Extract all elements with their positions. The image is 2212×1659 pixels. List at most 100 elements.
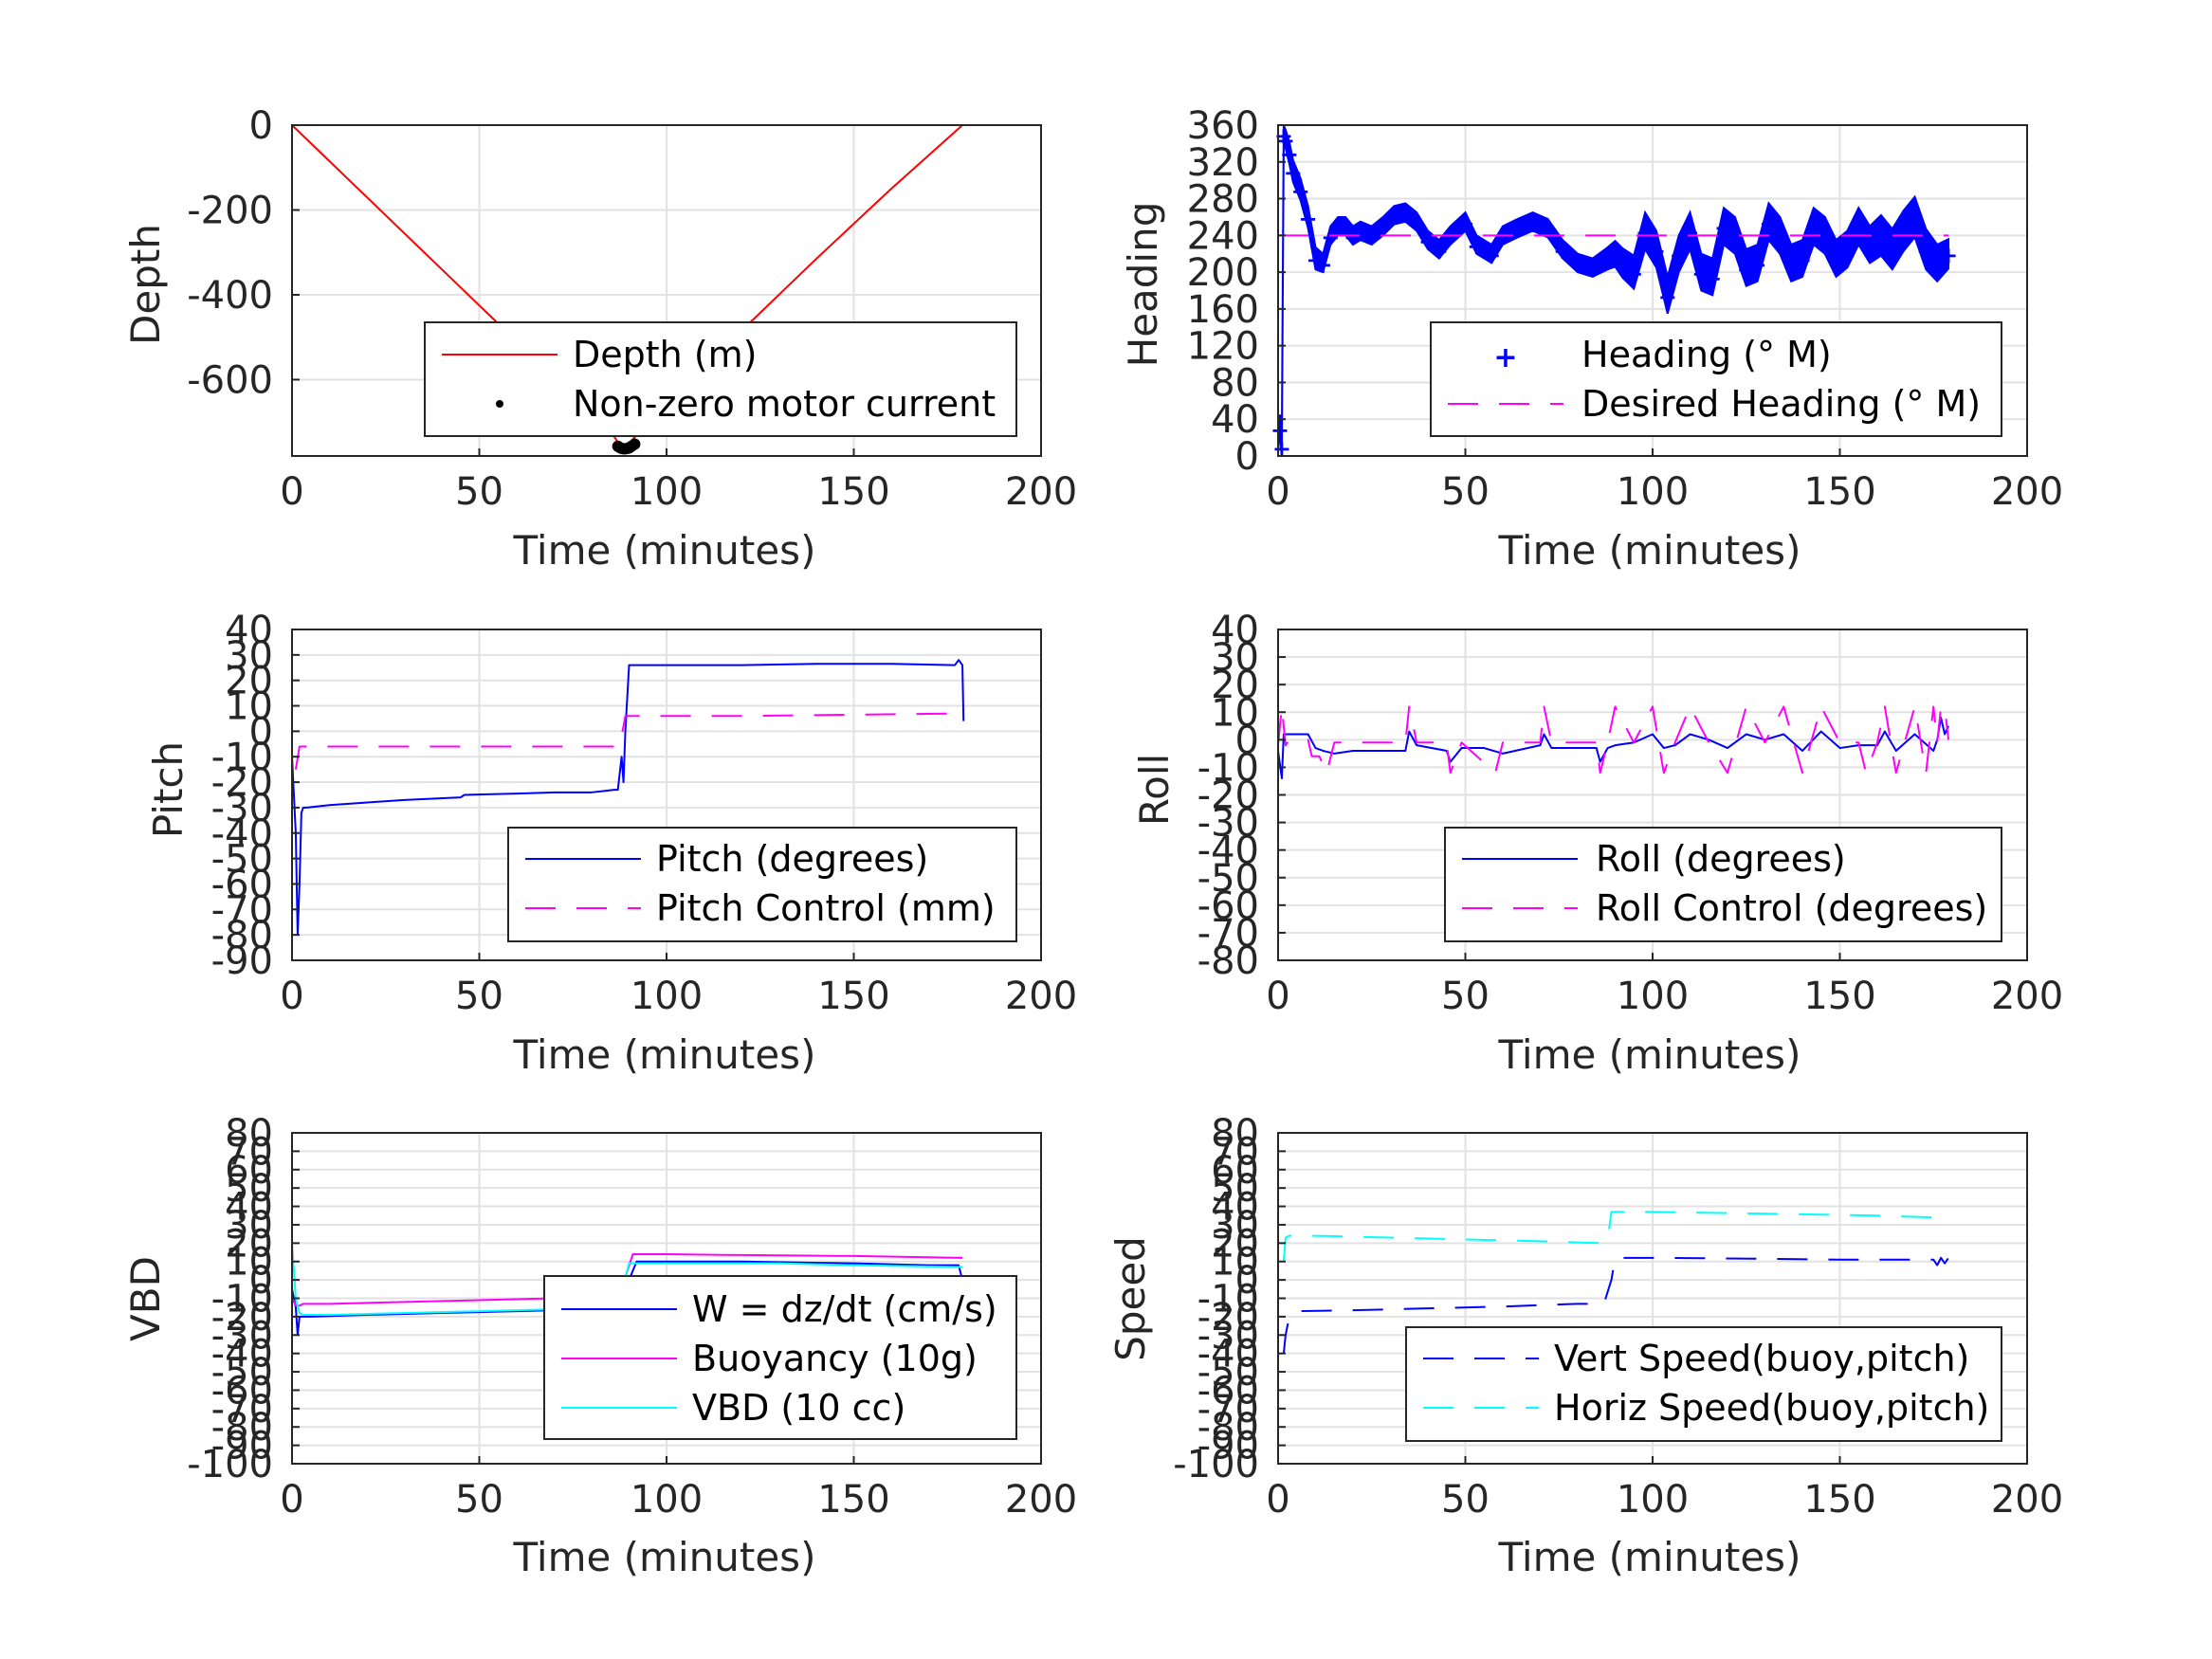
x-tick-label: 0 [280,470,303,514]
y-tick-label: 70 [225,1130,273,1174]
x-tick-label: 100 [1617,1478,1689,1522]
x-tick-label: 100 [1617,975,1689,1018]
y-tick-label: 60 [1211,1149,1259,1193]
y-tick-label: 30 [225,634,273,678]
heading-marker: + [1362,224,1381,250]
heading-marker: + [1860,233,1879,260]
y-tick-label: -90 [1197,1425,1259,1468]
y-tick-label: 50 [1211,1167,1259,1211]
heading-marker: + [1508,217,1527,244]
heading-marker: + [1939,243,1958,269]
plot-body: 0 50 100 150 20080706050403020100-10-20-30-4… [1173,1112,2063,1522]
legend-label-desired-heading: Desired Heading (° M) [1581,383,1981,425]
y-tick-label: 30 [225,1204,273,1248]
heading-marker: + [1271,417,1289,444]
y-tick-label: -40 [1197,830,1259,873]
y-tick-label: -90 [211,1425,273,1468]
heading-marker: + [1524,210,1543,237]
y-tick-label: 360 [1187,104,1259,148]
legend: Vert Speed(buoy,pitch) Horiz Speed(buoy,… [1405,1326,2002,1442]
heading-marker: + [1624,261,1643,287]
heading-marker: + [1793,247,1812,274]
y-tick-label: 40 [225,1186,273,1230]
y-tick-label: 20 [225,660,273,703]
x-tick-label: 150 [817,975,889,1018]
series-0-line [1282,1256,1949,1354]
heading-marker: + [1883,238,1902,264]
panel-depth: 0 50 100 150 200 0 -200 -400 -600 Time (minutes)… [122,104,1077,574]
y-tick-label: 20 [225,1222,273,1266]
heading-marker: + [1407,210,1426,237]
y-tick-label: -60 [211,863,273,906]
y-tick-label: -10 [211,736,273,779]
heading-marker: + [1599,247,1618,274]
y-tick-label: 80 [1211,1112,1259,1156]
x-axis-label: Time (minutes) [513,1534,816,1580]
legend: + Heading (° M) Desired Heading (° M) [1430,321,2002,437]
heading-marker: + [1605,243,1624,269]
y-tick-label: 80 [225,1112,273,1156]
plot-body: 0 50 100 150 200403020100-10-20-30-40-50-60-… [211,609,1078,1018]
heading-series-band [1278,124,1950,457]
y-tick-label: -70 [211,888,273,932]
legend-label-motor-current: Non-zero motor current [573,383,996,425]
y-tick-label: -400 [187,274,273,318]
heading-marker: + [1613,251,1632,278]
heading-marker: + [1299,206,1318,232]
legend-label-roll: Roll (degrees) [1596,838,1846,880]
y-tick-label: 40 [225,609,273,652]
legend: Depth (m) Non-zero motor current [424,321,1017,437]
legend-label-depth: Depth (m) [573,334,758,375]
heading-marker: + [1553,238,1572,264]
y-tick-label: -90 [211,939,273,983]
x-axis-label: Time (minutes) [1498,527,1801,574]
x-tick-label: 50 [455,975,503,1018]
heading-marker: + [1816,224,1835,250]
heading-marker: + [1647,238,1666,264]
heading-marker: + [1568,251,1587,278]
legend-box [1430,321,2002,437]
y-tick-label: -10 [1197,1278,1259,1322]
x-axis-label: Time (minutes) [1498,1534,1801,1580]
heading-marker: + [1703,265,1722,292]
x-tick-label: 150 [817,470,889,514]
legend-box [424,321,1017,437]
legend-label-pitch-control: Pitch Control (mm) [656,887,996,929]
y-axis-label: VBD [122,1256,169,1341]
y-tick-label: -30 [1197,1314,1259,1358]
x-tick-label: 150 [1803,1478,1875,1522]
plot-body: 0 50 100 150 200 0 -200 -400 -600 [187,104,1077,514]
legend-label-pitch: Pitch (degrees) [656,838,928,880]
heading-marker: + [1384,204,1403,230]
y-tick-label: -20 [211,1296,273,1340]
y-tick-label: -100 [1173,1443,1259,1486]
y-tick-label: -70 [1197,1388,1259,1431]
y-axis-label: Depth [122,224,169,345]
y-tick-label: 60 [225,1149,273,1193]
legend: Pitch (degrees) Pitch Control (mm) [507,827,1017,942]
x-tick-label: 150 [1803,470,1875,514]
heading-marker: + [1658,283,1677,310]
y-tick-label: -80 [1197,1406,1259,1449]
heading-marker: + [1759,210,1778,237]
heading-marker: + [1430,238,1449,264]
y-tick-label: -50 [211,1351,273,1395]
heading-marker: + [1538,217,1557,244]
y-tick-label: -10 [211,1278,273,1322]
x-tick-label: 200 [1991,470,2063,514]
x-tick-label: 100 [631,975,703,1018]
legend-label-vert-speed: Vert Speed(buoy,pitch) [1554,1338,1969,1379]
heading-marker: + [1583,256,1602,283]
y-tick-label: -50 [211,838,273,882]
y-axis-label: Heading [1120,202,1166,368]
x-tick-label: 0 [1266,470,1289,514]
heading-marker: + [1455,210,1474,237]
y-tick-label: -600 [187,358,273,402]
y-tick-label: 280 [1187,178,1259,222]
series-1-line [1277,705,1950,775]
x-tick-label: 0 [280,975,303,1018]
heading-marker: + [1351,219,1370,246]
y-tick-label: 0 [1235,719,1259,762]
panel-speed: 0 50 100 150 20080706050403020100-10-20-30-4… [1107,1112,2063,1580]
y-tick-label: -50 [1197,1351,1259,1395]
